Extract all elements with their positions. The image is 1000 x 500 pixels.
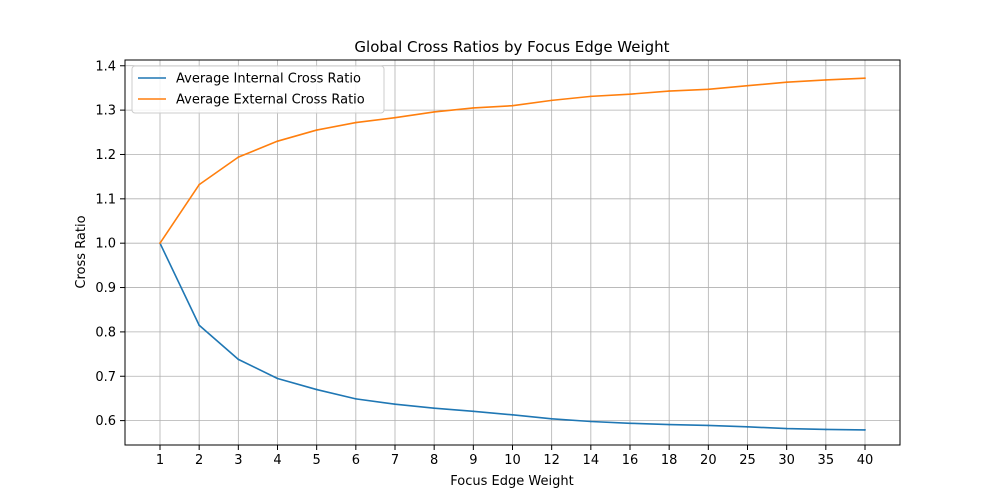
data-point bbox=[864, 429, 866, 431]
data-point bbox=[668, 423, 671, 426]
x-tick-label: 18 bbox=[661, 453, 678, 468]
legend-box bbox=[131, 65, 385, 114]
data-point bbox=[472, 410, 475, 413]
x-tick-label: 8 bbox=[430, 453, 438, 468]
x-tick-label: 35 bbox=[818, 453, 835, 468]
data-point bbox=[276, 377, 279, 380]
x-tick-label: 7 bbox=[391, 453, 399, 468]
data-point bbox=[198, 324, 201, 327]
data-point bbox=[864, 77, 866, 80]
y-tick-label: 1.4 bbox=[95, 59, 116, 74]
data-point bbox=[511, 104, 514, 107]
data-point bbox=[707, 424, 710, 427]
data-point bbox=[237, 156, 240, 159]
x-tick-label: 1 bbox=[156, 453, 164, 468]
x-tick-label: 12 bbox=[543, 453, 560, 468]
data-point bbox=[237, 358, 240, 361]
data-point bbox=[276, 140, 279, 143]
data-point bbox=[629, 93, 631, 96]
data-point bbox=[785, 427, 788, 430]
data-point bbox=[159, 242, 161, 245]
data-point bbox=[824, 79, 827, 81]
data-point bbox=[354, 397, 357, 400]
data-point bbox=[394, 403, 396, 406]
y-axis-title: Cross Ratio bbox=[74, 215, 89, 288]
x-tick-label: 5 bbox=[313, 453, 321, 468]
legend-label: Average Internal Cross Ratio bbox=[176, 72, 361, 87]
data-point bbox=[315, 388, 318, 391]
x-axis-title: Focus Edge Weight bbox=[450, 474, 573, 489]
data-point bbox=[589, 420, 592, 423]
y-tick-label: 1.2 bbox=[95, 148, 116, 163]
x-tick-label: 2 bbox=[195, 453, 203, 468]
data-point bbox=[668, 90, 671, 92]
x-tick-label: 9 bbox=[469, 453, 477, 468]
y-tick-label: 0.6 bbox=[95, 414, 116, 429]
y-tick-label: 1.0 bbox=[95, 237, 116, 252]
legend-label: Average External Cross Ratio bbox=[176, 93, 365, 108]
data-point bbox=[629, 422, 631, 425]
y-tick-label: 1.3 bbox=[95, 104, 116, 119]
data-point bbox=[550, 417, 553, 420]
x-tick-label: 10 bbox=[504, 453, 521, 468]
y-tick-label: 0.7 bbox=[95, 370, 116, 385]
x-tick-label: 25 bbox=[739, 453, 756, 468]
y-tick-label: 0.8 bbox=[95, 325, 116, 340]
x-tick-label: 14 bbox=[583, 453, 600, 468]
x-tick-label: 4 bbox=[273, 453, 281, 468]
legend: Average Internal Cross Ratio Average Exte… bbox=[131, 65, 385, 114]
data-point bbox=[354, 121, 357, 124]
data-point bbox=[550, 99, 553, 102]
data-point bbox=[433, 110, 436, 113]
x-tick-label: 40 bbox=[857, 453, 874, 468]
data-point bbox=[746, 425, 749, 428]
data-point bbox=[198, 183, 201, 186]
x-tick-label: 6 bbox=[352, 453, 360, 468]
data-point bbox=[746, 84, 749, 87]
y-axis: 0.6 0.7 0.8 0.9 1.0 1.1 1.2 1.3 1.4 bbox=[95, 59, 125, 429]
y-tick-label: 1.1 bbox=[95, 192, 116, 207]
grid-lines bbox=[125, 60, 900, 445]
x-tick-label: 20 bbox=[700, 453, 717, 468]
chart-title: Global Cross Ratios by Focus Edge Weight bbox=[354, 38, 669, 56]
data-point bbox=[511, 413, 514, 416]
data-point bbox=[472, 107, 475, 109]
data-point bbox=[394, 116, 396, 119]
y-tick-label: 0.9 bbox=[95, 281, 116, 296]
x-axis: 1 2 3 4 5 6 7 8 9 10 12 14 16 18 20 25 30 35 40 bbox=[156, 445, 873, 468]
data-point bbox=[433, 407, 436, 410]
x-tick-label: 3 bbox=[234, 453, 242, 468]
data-point bbox=[315, 129, 318, 131]
data-point bbox=[707, 88, 710, 91]
x-tick-label: 16 bbox=[622, 453, 639, 468]
data-point bbox=[785, 81, 788, 84]
series-group bbox=[159, 77, 866, 431]
data-point bbox=[589, 95, 592, 98]
x-tick-label: 30 bbox=[778, 453, 795, 468]
data-point bbox=[824, 428, 827, 431]
